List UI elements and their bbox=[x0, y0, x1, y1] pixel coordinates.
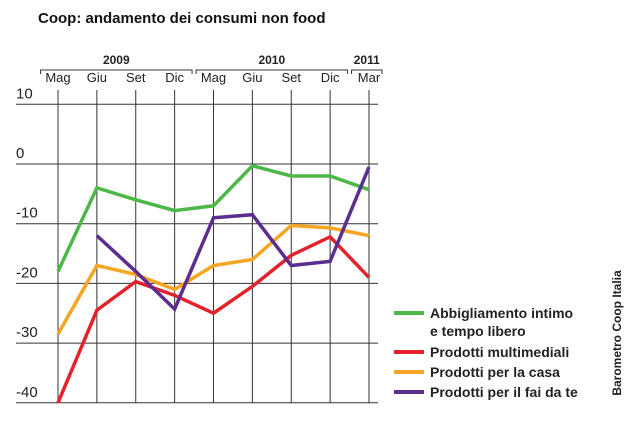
year-bracket bbox=[40, 69, 193, 74]
x-tick-label: Giu bbox=[87, 70, 107, 85]
y-tick-label: -10 bbox=[16, 205, 38, 222]
y-tick-label: -20 bbox=[16, 264, 38, 281]
legend-label: Abbigliamento intimo bbox=[430, 305, 573, 321]
year-label: 2010 bbox=[258, 53, 285, 67]
y-tick-label: 0 bbox=[16, 145, 24, 162]
x-tick-label: Mag bbox=[45, 70, 70, 85]
x-tick-label: Dic bbox=[321, 70, 340, 85]
legend-label: e tempo libero bbox=[430, 323, 526, 339]
y-tick-label: 10 bbox=[16, 85, 33, 102]
legend-label: Prodotti per il fai da te bbox=[430, 384, 578, 400]
year-bracket bbox=[195, 69, 349, 74]
x-tick-label: Mag bbox=[201, 70, 226, 85]
x-tick-label: Dic bbox=[165, 70, 184, 85]
y-tick-label: -40 bbox=[16, 384, 38, 401]
chart-title: Coop: andamento dei consumi non food bbox=[38, 10, 326, 27]
y-tick-label: -30 bbox=[16, 324, 38, 341]
legend-label: Prodotti multimediali bbox=[430, 344, 569, 360]
source-label: Barometro Coop Italia bbox=[610, 270, 624, 396]
series-line bbox=[95, 166, 371, 313]
x-tick-label: Set bbox=[281, 70, 301, 85]
x-tick-label: Set bbox=[126, 70, 146, 85]
year-bracket bbox=[351, 69, 383, 74]
x-tick-label: Mar bbox=[358, 70, 381, 85]
x-tick-label: Giu bbox=[242, 70, 262, 85]
year-label: 2011 bbox=[354, 53, 380, 67]
legend-label: Prodotti per la casa bbox=[430, 364, 560, 380]
year-label: 2009 bbox=[103, 53, 130, 67]
